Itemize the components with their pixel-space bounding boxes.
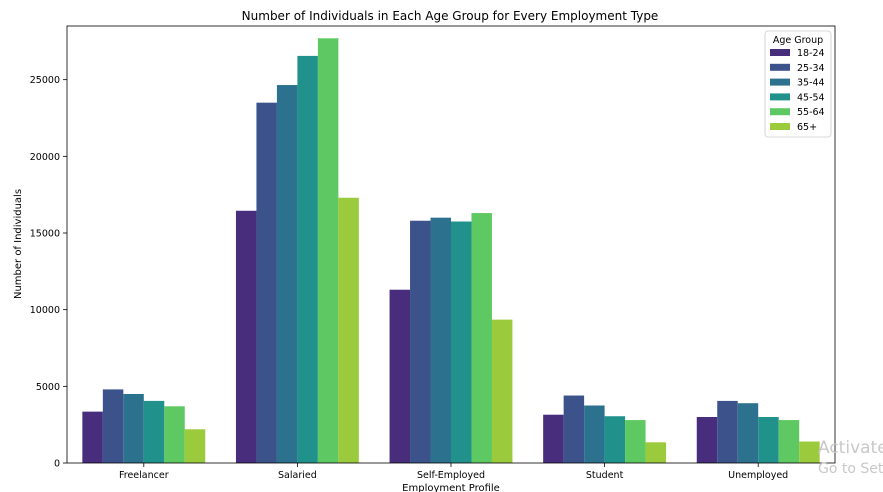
bar-salaried-18-24 [235, 210, 257, 463]
bar-unemployed-25-34 [717, 400, 738, 463]
bar-freelancer-35-44 [123, 394, 144, 463]
bar-freelancer-45-54 [143, 400, 165, 463]
legend-swatch [770, 49, 790, 56]
x-axis-label: Employment Profile [402, 483, 500, 492]
bar-salaried-55-64 [317, 38, 339, 464]
legend-swatch [770, 123, 790, 130]
bar-salaried-35-44 [276, 85, 298, 463]
bar-self-employed-65plus [491, 319, 513, 463]
legend-swatch [770, 93, 790, 101]
bar-salaried-65plus [338, 197, 359, 464]
bar-self-employed-45-54 [451, 221, 472, 463]
x-tick-label: Student [586, 470, 624, 481]
bar-student-35-44 [584, 405, 605, 463]
x-axis: Freelancer Salaried Self-Employed Student Un… [119, 463, 788, 481]
bar-unemployed-55-64 [778, 420, 800, 463]
x-tick-label: Self-Employed [417, 470, 485, 481]
bar-student-25-34 [563, 395, 585, 463]
bar-freelancer-55-64 [164, 406, 185, 463]
legend-label: 55-64 [797, 107, 825, 118]
bars-group [82, 38, 820, 464]
bar-freelancer-25-34 [102, 389, 124, 463]
legend-label: 18-24 [797, 48, 825, 59]
y-tick-label: 0 [54, 459, 60, 470]
legend-swatch [770, 78, 790, 86]
bar-unemployed-65plus [799, 441, 820, 463]
y-axis: 0 5000 10000 15000 20000 25000 [30, 75, 67, 470]
bar-salaried-45-54 [297, 55, 318, 464]
bar-freelancer-18-24 [82, 411, 103, 463]
x-tick-label: Freelancer [119, 470, 169, 481]
y-tick-label: 25000 [30, 75, 60, 86]
bar-student-55-64 [625, 420, 646, 463]
x-tick-label: Salaried [278, 470, 317, 481]
bar-self-employed-18-24 [389, 289, 411, 463]
bar-unemployed-45-54 [758, 417, 779, 463]
bar-student-45-54 [604, 416, 626, 463]
legend-label: 35-44 [797, 78, 825, 89]
y-tick-label: 5000 [36, 382, 60, 393]
bar-self-employed-55-64 [471, 213, 492, 463]
legend-title: Age Group [773, 35, 823, 46]
activate-windows-watermark: Activate [818, 438, 883, 458]
bar-freelancer-65plus [184, 429, 206, 463]
y-tick-label: 20000 [30, 152, 60, 163]
x-tick-label: Unemployed [728, 470, 788, 481]
y-axis-label: Number of Individuals [13, 189, 24, 299]
bar-self-employed-35-44 [430, 217, 451, 463]
legend: Age Group 18-24 25-34 35-44 45-54 55-64 65+ [764, 30, 832, 138]
bar-student-65plus [645, 442, 667, 463]
chart-title: Number of Individuals in Each Age Group … [242, 9, 659, 23]
legend-label: 45-54 [797, 92, 825, 103]
go-to-settings-watermark: Go to Sett [818, 461, 883, 477]
bar-salaried-25-34 [256, 102, 277, 464]
legend-label: 25-34 [797, 63, 825, 74]
legend-swatch [770, 108, 790, 116]
y-tick-label: 10000 [30, 305, 60, 316]
legend-items: 18-24 25-34 35-44 45-54 55-64 65+ [770, 48, 825, 133]
legend-label: 65+ [797, 122, 817, 133]
bar-self-employed-25-34 [410, 220, 431, 463]
bar-unemployed-18-24 [696, 417, 718, 463]
y-tick-label: 15000 [30, 229, 60, 240]
bar-student-18-24 [543, 414, 564, 463]
bar-unemployed-35-44 [737, 403, 759, 463]
legend-swatch [770, 63, 790, 71]
